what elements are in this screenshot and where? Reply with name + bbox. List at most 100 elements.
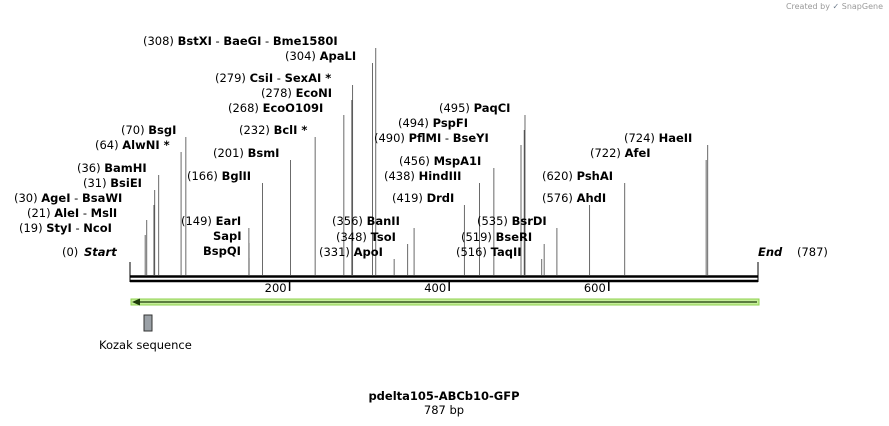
site-enzyme-name: BsmI [248, 146, 280, 160]
site-position: (232) [239, 123, 274, 137]
site-position: (348) [336, 230, 371, 244]
site-enzyme-name: BsiEI [110, 176, 142, 190]
site-position: (279) [215, 71, 250, 85]
site-enzyme-name: ApoI [354, 245, 383, 259]
kozak-feature-box[interactable] [143, 314, 153, 332]
snapgene-credit: Created by ✓ SnapGene [786, 2, 883, 11]
site-position: (438) [384, 169, 419, 183]
restriction-site-label[interactable]: (722) AfeI [590, 146, 651, 160]
restriction-site-label[interactable]: SapI [213, 229, 242, 243]
site-enzyme-name: Bme1580I [273, 34, 338, 48]
restriction-site-label[interactable]: (64) AlwNI * [95, 138, 170, 152]
site-position: (31) [83, 176, 110, 190]
site-enzyme-name: MslI [91, 206, 118, 220]
site-enzyme-name: AlwNI * [122, 138, 169, 152]
restriction-site-label[interactable]: (31) BsiEI [83, 176, 142, 190]
site-position: (304) [285, 49, 320, 63]
site-position: (19) [19, 221, 46, 235]
site-enzyme-name: MspA1I [434, 154, 482, 168]
site-position: (331) [319, 245, 354, 259]
site-name-separator: - [273, 71, 284, 85]
site-enzyme-name: StyI [46, 221, 72, 235]
restriction-site-label[interactable]: (519) BseRI [461, 230, 532, 244]
restriction-site-label[interactable]: (166) BglII [187, 169, 251, 183]
restriction-site-label[interactable]: (419) DrdI [392, 191, 454, 205]
site-position: (576) [542, 191, 577, 205]
site-enzyme-name: BsaWI [82, 191, 122, 205]
site-enzyme-name: AfeI [625, 146, 651, 160]
site-enzyme-name: PshAI [577, 169, 613, 183]
site-position: (21) [27, 206, 54, 220]
restriction-site-label[interactable]: (279) CsiI - SexAI * [215, 71, 331, 85]
site-enzyme-name: BsgI [148, 123, 176, 137]
site-enzyme-name: BglII [222, 169, 252, 183]
site-enzyme-name: BstXI [178, 34, 212, 48]
site-position: (268) [228, 101, 263, 115]
site-position: (149) [181, 214, 216, 228]
site-enzyme-name: BaeGI [223, 34, 261, 48]
restriction-site-label[interactable]: (304) ApaLI [285, 49, 356, 63]
restriction-site-label[interactable]: (19) StyI - NcoI [19, 221, 112, 235]
restriction-site-label[interactable]: (201) BsmI [213, 146, 279, 160]
restriction-site-label[interactable]: (724) HaeII [624, 131, 692, 145]
site-enzyme-name: ApaLI [320, 49, 357, 63]
restriction-site-label[interactable]: (149) EarI [181, 214, 241, 228]
site-position: (620) [542, 169, 577, 183]
site-enzyme-name: BspQI [203, 244, 241, 258]
site-position: (516) [456, 245, 491, 259]
ruler-tick-label: 200 [265, 281, 287, 295]
restriction-site-label[interactable]: (232) BclI * [239, 123, 307, 137]
site-enzyme-name: BsrDI [512, 214, 547, 228]
site-enzyme-name: PflMI [409, 131, 442, 145]
restriction-site-label[interactable]: (308) BstXI - BaeGI - Bme1580I [143, 34, 338, 48]
site-position: (356) [332, 214, 367, 228]
site-name-separator: - [79, 206, 90, 220]
credit-prefix: Created by [785, 2, 830, 11]
site-position: (166) [187, 169, 222, 183]
site-name-separator: - [212, 34, 223, 48]
restriction-site-label[interactable]: (21) AleI - MslI [27, 206, 117, 220]
site-enzyme-name: CsiI [250, 71, 274, 85]
restriction-site-label[interactable]: (494) PspFI [398, 116, 468, 130]
restriction-site-label[interactable]: (356) BanII [332, 214, 400, 228]
site-enzyme-name: BanII [367, 214, 400, 228]
site-enzyme-name: SexAI * [285, 71, 332, 85]
site-enzyme-name: BseYI [453, 131, 489, 145]
map-length: 787 bp [424, 403, 464, 417]
site-enzyme-name: HindIII [419, 169, 462, 183]
site-enzyme-name: HaeII [659, 131, 693, 145]
restriction-site-label[interactable]: (535) BsrDI [477, 214, 547, 228]
restriction-site-label[interactable]: (30) AgeI - BsaWI [14, 191, 122, 205]
restriction-site-label[interactable]: (456) MspA1I [399, 154, 481, 168]
restriction-site-label[interactable]: BspQI [203, 244, 241, 258]
site-enzyme-name: PaqCI [474, 101, 511, 115]
restriction-site-label[interactable]: (620) PshAI [542, 169, 613, 183]
restriction-site-label[interactable]: (495) PaqCI [439, 101, 510, 115]
restriction-site-label[interactable]: (331) ApoI [319, 245, 383, 259]
restriction-site-label[interactable]: (438) HindIII [384, 169, 461, 183]
site-position: (495) [439, 101, 474, 115]
restriction-site-label[interactable]: (348) TsoI [336, 230, 396, 244]
restriction-site-label[interactable]: (576) AhdI [542, 191, 606, 205]
restriction-site-label[interactable]: (516) TaqII [456, 245, 522, 259]
site-position: (494) [398, 116, 433, 130]
site-enzyme-name: EcoO109I [263, 101, 324, 115]
site-name-separator: - [441, 131, 452, 145]
site-position: (64) [95, 138, 122, 152]
site-name-separator: - [72, 221, 83, 235]
site-enzyme-name: BamHI [104, 161, 146, 175]
start-position: (0) [62, 245, 78, 259]
restriction-site-label[interactable]: (36) BamHI [77, 161, 147, 175]
restriction-site-label[interactable]: (268) EcoO109I [228, 101, 323, 115]
site-labels: (19) StyI - NcoI(21) AleI - MslI(30) Age… [14, 34, 692, 259]
site-enzyme-name: AgeI [41, 191, 70, 205]
site-position: (201) [213, 146, 248, 160]
site-position: (456) [399, 154, 434, 168]
restriction-site-label[interactable]: (278) EcoNI [261, 86, 332, 100]
restriction-site-label[interactable]: (490) PflMI - BseYI [374, 131, 489, 145]
site-position: (36) [77, 161, 104, 175]
restriction-site-label[interactable]: (70) BsgI [121, 123, 176, 137]
site-enzyme-name: DrdI [427, 191, 455, 205]
site-enzyme-name: EcoNI [296, 86, 332, 100]
